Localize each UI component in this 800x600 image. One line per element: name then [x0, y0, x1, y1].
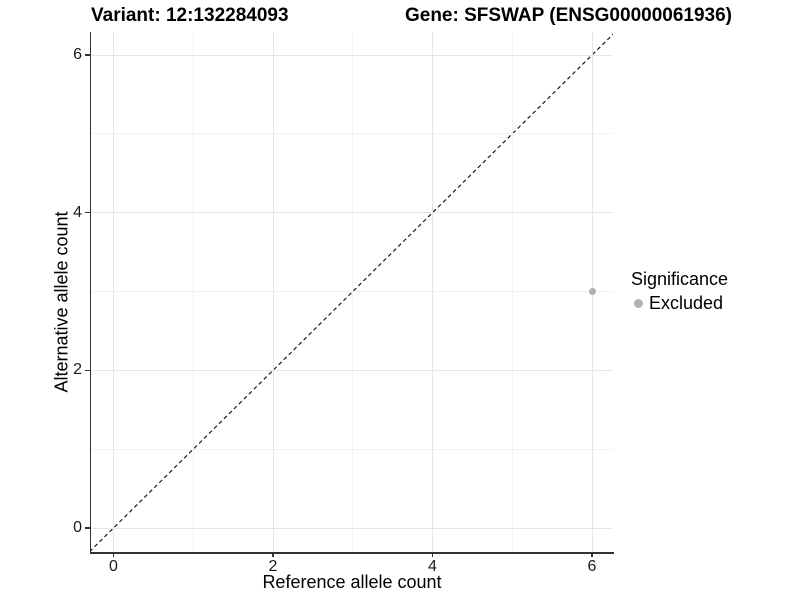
legend-title: Significance	[631, 269, 729, 289]
x-major-gridline	[432, 32, 433, 552]
x-tick-label: 0	[109, 558, 118, 575]
y-major-gridline	[91, 54, 613, 56]
y-tick-mark	[85, 369, 90, 372]
gene-title: Gene: SFSWAP (ENSG00000061936)	[404, 5, 732, 26]
y-axis-line	[89, 32, 91, 554]
x-minor-gridline	[352, 32, 354, 552]
plot-title: Variant: 12:132284093 Gene: SFSWAP (ENSG…	[91, 5, 732, 27]
legend-entry: Excluded	[634, 293, 728, 313]
x-tick-mark	[591, 552, 593, 557]
legend-key-dot	[634, 298, 643, 308]
legend: Significance Excluded	[631, 268, 728, 313]
x-axis-line	[89, 552, 614, 554]
x-minor-gridline	[192, 32, 194, 552]
y-tick-mark	[85, 211, 90, 214]
x-tick-mark	[112, 552, 115, 557]
y-axis-title: Alternative allele count	[51, 211, 72, 393]
x-major-gridline	[113, 32, 114, 552]
y-tick-mark	[85, 54, 90, 56]
x-tick-label: 2	[268, 558, 278, 575]
y-major-gridline	[91, 212, 613, 214]
y-tick-label: 4	[73, 203, 82, 221]
x-minor-gridline	[511, 32, 513, 552]
legend-entries: Excluded	[631, 293, 728, 313]
y-minor-gridline	[91, 448, 613, 450]
x-tick-label: 4	[428, 558, 437, 575]
data-point	[588, 288, 596, 295]
y-major-gridline	[91, 369, 613, 371]
y-tick-label: 0	[73, 519, 82, 536]
identity-line	[91, 33, 613, 552]
x-tick-mark	[431, 552, 434, 557]
x-axis-title: Reference allele count	[262, 572, 442, 592]
plot-panel	[91, 32, 613, 552]
x-major-gridline	[272, 32, 274, 552]
y-tick-mark	[85, 527, 90, 529]
y-major-gridline	[91, 527, 613, 529]
y-minor-gridline	[91, 291, 613, 292]
legend-entry-label: Excluded	[649, 293, 724, 313]
x-tick-label: 6	[587, 558, 597, 575]
variant-title: Variant: 12:132284093	[91, 5, 289, 26]
y-minor-gridline	[91, 133, 613, 135]
y-tick-label: 6	[73, 46, 82, 64]
x-tick-mark	[272, 552, 274, 557]
y-tick-label: 2	[73, 361, 82, 379]
